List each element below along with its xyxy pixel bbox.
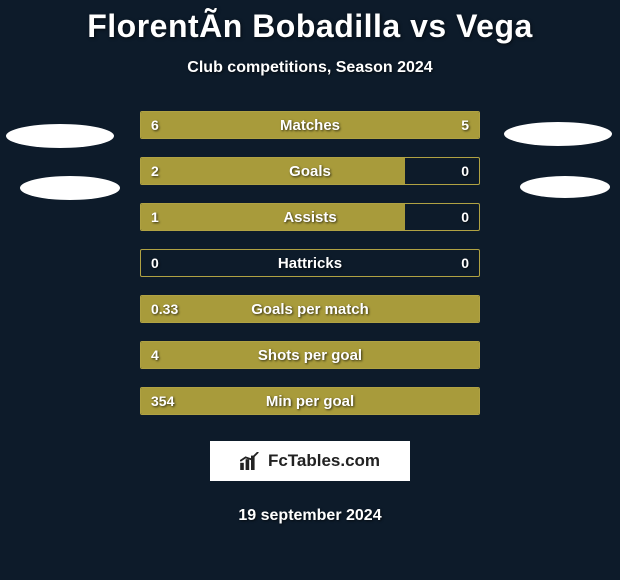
stat-row: 0 0Hattricks: [140, 249, 480, 277]
stat-row: 354Min per goal: [140, 387, 480, 415]
root: FlorentÃn Bobadilla vs Vega Club competi…: [0, 0, 620, 580]
watermark-text: FcTables.com: [268, 451, 380, 471]
bar-fill-left: [141, 296, 479, 322]
stat-value-right: 0: [461, 158, 469, 184]
stat-value-right: 0: [461, 250, 469, 276]
page-title: FlorentÃn Bobadilla vs Vega: [87, 8, 533, 45]
stat-value-right: 0: [461, 204, 469, 230]
decorative-ellipse: [6, 124, 114, 148]
chart-icon: [240, 452, 262, 470]
bar-fill-left: [141, 204, 405, 230]
subtitle: Club competitions, Season 2024: [187, 59, 432, 77]
stat-value-left: 4: [151, 342, 159, 368]
stat-value-right: 5: [461, 112, 469, 138]
stat-value-left: 6: [151, 112, 159, 138]
decorative-ellipse: [20, 176, 120, 200]
stat-row: 4Shots per goal: [140, 341, 480, 369]
bar-fill-right: [327, 112, 479, 138]
watermark: FcTables.com: [210, 441, 410, 481]
stat-row: 0.33Goals per match: [140, 295, 480, 323]
stat-value-left: 0.33: [151, 296, 178, 322]
footer-date: 19 september 2024: [238, 507, 381, 525]
stat-value-left: 354: [151, 388, 174, 414]
stat-row: 20Goals: [140, 157, 480, 185]
bar-fill-left: [141, 388, 479, 414]
stat-row: 65Matches: [140, 111, 480, 139]
stat-bars: 65Matches20Goals10Assists00Hattricks0.33…: [140, 111, 480, 415]
decorative-ellipse: [504, 122, 612, 146]
stat-value-left: 0: [151, 250, 159, 276]
stat-row: 10Assists: [140, 203, 480, 231]
bar-fill-left: [141, 342, 479, 368]
bar-fill-left: [141, 158, 405, 184]
bar-fill-left: [141, 112, 327, 138]
stat-label: Hattricks: [141, 250, 479, 276]
stat-value-left: 1: [151, 204, 159, 230]
stat-value-left: 2: [151, 158, 159, 184]
decorative-ellipse: [520, 176, 610, 198]
